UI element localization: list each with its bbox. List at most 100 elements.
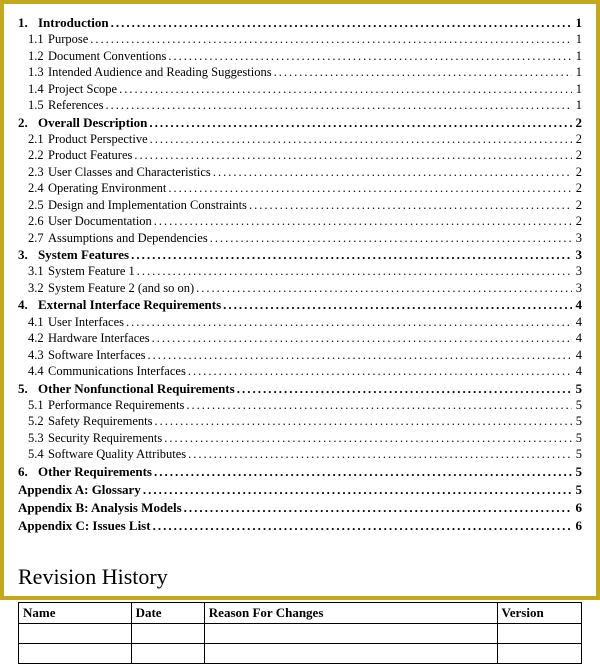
toc-entry-page: 1 xyxy=(574,48,582,65)
toc-entry-title: User Documentation xyxy=(48,213,152,230)
toc-entry-number: 2.3 xyxy=(18,164,48,181)
toc-subitem: 3.1System Feature 1.....................… xyxy=(18,263,582,280)
toc-entry-number: 5. xyxy=(18,380,38,397)
toc-entry-title: Intended Audience and Reading Suggestion… xyxy=(48,64,272,81)
toc-entry-title: System Feature 1 xyxy=(48,263,135,280)
revision-cell xyxy=(497,624,581,644)
toc-subitem: 5.4Software Quality Attributes..........… xyxy=(18,446,582,463)
toc-entry-title: Document Conventions xyxy=(48,48,166,65)
toc-subitem: 1.1Purpose..............................… xyxy=(18,31,582,48)
toc-entry-page: 3 xyxy=(574,280,582,297)
toc-entry-number: 2.2 xyxy=(18,147,48,164)
toc-entry-number: 1.4 xyxy=(18,81,48,98)
toc-entry-title: User Classes and Characteristics xyxy=(48,164,211,181)
toc-entry-title: Design and Implementation Constraints xyxy=(48,197,247,214)
revision-cell xyxy=(204,624,497,644)
toc-entry-page: 5 xyxy=(574,430,582,447)
dot-leader: ........................................… xyxy=(119,81,572,98)
toc-subitem: 2.2Product Features.....................… xyxy=(18,147,582,164)
dot-leader: ........................................… xyxy=(184,499,572,516)
toc-entry-page: 2 xyxy=(574,147,582,164)
toc-entry-title: User Interfaces xyxy=(48,314,124,331)
toc-entry-page: 4 xyxy=(574,363,582,380)
toc-entry-page: 6 xyxy=(574,499,583,516)
toc-entry-number: 4.3 xyxy=(18,347,48,364)
dot-leader: ........................................… xyxy=(150,131,572,148)
dot-leader: ........................................… xyxy=(188,363,572,380)
revision-cell xyxy=(131,624,204,644)
toc-subitem: 4.3Software Interfaces..................… xyxy=(18,347,582,364)
toc-subitem: 1.2Document Conventions.................… xyxy=(18,48,582,65)
dot-leader: ........................................… xyxy=(153,517,572,534)
toc-entry-page: 4 xyxy=(574,314,582,331)
toc-subitem: 4.2Hardware Interfaces..................… xyxy=(18,330,582,347)
toc-entry-title: Assumptions and Dependencies xyxy=(48,230,208,247)
toc-entry-page: 3 xyxy=(574,263,582,280)
toc-entry-number: 2.1 xyxy=(18,131,48,148)
dot-leader: ........................................… xyxy=(164,430,572,447)
toc-entry-number: 5.2 xyxy=(18,413,48,430)
toc-subitem: 2.6User Documentation...................… xyxy=(18,213,582,230)
dot-leader: ........................................… xyxy=(154,463,572,480)
dot-leader: ........................................… xyxy=(106,97,572,114)
toc-entry-number: 1. xyxy=(18,14,38,31)
toc-entry-number: 5.4 xyxy=(18,446,48,463)
toc-entry-page: 5 xyxy=(574,397,582,414)
toc-entry-page: 1 xyxy=(574,97,582,114)
toc-subitem: 2.5Design and Implementation Constraints… xyxy=(18,197,582,214)
toc-entry-page: 2 xyxy=(574,213,582,230)
toc-subitem: 3.2System Feature 2 (and so on).........… xyxy=(18,280,582,297)
dot-leader: ........................................… xyxy=(126,314,572,331)
toc-entry-title: Product Perspective xyxy=(48,131,148,148)
revision-history-heading: Revision History xyxy=(18,564,582,590)
toc-entry-number: 4.2 xyxy=(18,330,48,347)
toc-subitem: 2.4Operating Environment................… xyxy=(18,180,582,197)
toc-section: 3.System Features ......................… xyxy=(18,246,582,263)
document-frame: 1.Introduction .........................… xyxy=(0,0,600,600)
toc-subitem: 2.1Product Perspective..................… xyxy=(18,131,582,148)
revision-col-header: Name xyxy=(19,603,132,624)
toc-entry-title: Software Quality Attributes xyxy=(48,446,186,463)
toc-entry-number: 1.2 xyxy=(18,48,48,65)
toc-entry-title: Purpose xyxy=(48,31,88,48)
toc-entry-page: 3 xyxy=(574,230,582,247)
toc-entry-title: Performance Requirements xyxy=(48,397,184,414)
toc-subitem: 4.1User Interfaces......................… xyxy=(18,314,582,331)
toc-entry-page: 4 xyxy=(574,296,583,313)
toc-subitem: 4.4Communications Interfaces............… xyxy=(18,363,582,380)
dot-leader: ........................................… xyxy=(143,481,572,498)
toc-entry-page: 1 xyxy=(574,81,582,98)
dot-leader: ........................................… xyxy=(168,180,571,197)
toc-entry-page: 4 xyxy=(574,330,582,347)
toc-entry-title: Software Interfaces xyxy=(48,347,146,364)
toc-appendix: Appendix B: Analysis Models ............… xyxy=(18,499,582,516)
toc-entry-page: 2 xyxy=(574,131,582,148)
revision-cell xyxy=(19,644,132,664)
toc-entry-number: 4. xyxy=(18,296,38,313)
toc-entry-title: System Features xyxy=(38,246,129,263)
toc-entry-number: 3.1 xyxy=(18,263,48,280)
revision-history-table: NameDateReason For ChangesVersion xyxy=(18,602,582,664)
toc-entry-page: 5 xyxy=(574,413,582,430)
toc-entry-title: Appendix C: Issues List xyxy=(18,517,151,534)
toc-entry-page: 5 xyxy=(574,481,583,498)
toc-entry-title: Overall Description xyxy=(38,114,147,131)
dot-leader: ........................................… xyxy=(154,213,572,230)
toc-entry-title: Product Features xyxy=(48,147,132,164)
toc-subitem: 1.3Intended Audience and Reading Suggest… xyxy=(18,64,582,81)
toc-entry-title: Project Scope xyxy=(48,81,117,98)
toc-entry-title: Appendix B: Analysis Models xyxy=(18,499,182,516)
table-of-contents: 1.Introduction .........................… xyxy=(18,14,582,534)
dot-leader: ........................................… xyxy=(131,246,571,263)
toc-subitem: 5.1Performance Requirements.............… xyxy=(18,397,582,414)
revision-cell xyxy=(19,624,132,644)
dot-leader: ........................................… xyxy=(90,31,571,48)
revision-col-header: Date xyxy=(131,603,204,624)
dot-leader: ........................................… xyxy=(148,347,572,364)
toc-entry-page: 3 xyxy=(574,246,583,263)
toc-entry-page: 2 xyxy=(574,180,582,197)
toc-entry-page: 6 xyxy=(574,517,583,534)
toc-entry-number: 1.3 xyxy=(18,64,48,81)
toc-entry-title: External Interface Requirements xyxy=(38,296,221,313)
dot-leader: ........................................… xyxy=(210,230,572,247)
